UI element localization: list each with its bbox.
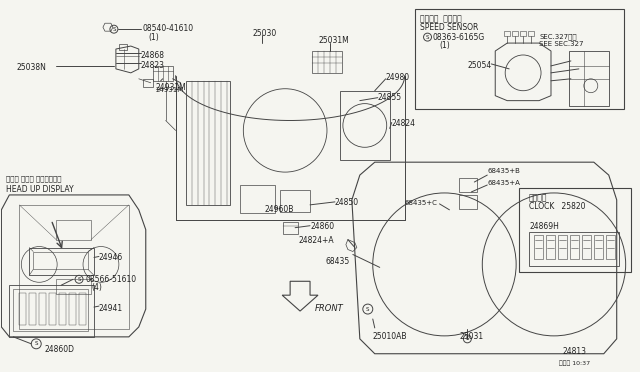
Bar <box>56 220 91 240</box>
Text: (4): (4) <box>91 283 102 292</box>
Bar <box>312 51 342 73</box>
Text: S: S <box>112 27 116 32</box>
Bar <box>569 51 609 106</box>
Bar <box>529 232 619 266</box>
Bar <box>19 205 129 329</box>
Text: 24823: 24823 <box>141 61 164 70</box>
Text: HEAD UP DISPLAY: HEAD UP DISPLAY <box>6 185 74 194</box>
Bar <box>39 293 46 325</box>
Bar <box>143 79 153 87</box>
Bar <box>534 235 543 259</box>
Text: 08566-51610: 08566-51610 <box>85 275 136 284</box>
Bar <box>13 289 88 331</box>
Bar <box>29 247 94 275</box>
Bar <box>10 285 94 337</box>
Text: 24860D: 24860D <box>44 345 74 354</box>
Bar <box>69 293 76 325</box>
Text: 24960B: 24960B <box>264 205 294 214</box>
Text: SPEED SENSOR: SPEED SENSOR <box>420 23 478 32</box>
Bar <box>340 91 390 160</box>
Text: S: S <box>366 307 369 312</box>
Bar <box>283 222 298 234</box>
Text: 25010AB: 25010AB <box>372 332 407 341</box>
Bar <box>56 279 91 294</box>
Text: (1): (1) <box>440 41 450 50</box>
Text: 24824+A: 24824+A <box>298 235 333 245</box>
Bar <box>460 178 477 192</box>
Text: SEE SEC.327: SEE SEC.327 <box>539 41 584 47</box>
Text: 68435+C: 68435+C <box>404 200 438 206</box>
Bar <box>570 235 579 259</box>
Text: 24941: 24941 <box>99 304 123 313</box>
Text: 24869H: 24869H <box>529 222 559 231</box>
Text: (1): (1) <box>148 33 159 42</box>
Bar <box>605 235 614 259</box>
Text: スピード  センサー: スピード センサー <box>420 14 461 23</box>
Text: 24860: 24860 <box>310 222 334 231</box>
Text: 24931M: 24931M <box>156 83 186 92</box>
Bar <box>504 31 510 36</box>
Text: 25030: 25030 <box>252 29 276 38</box>
Text: ブロック: ブロック <box>529 193 548 202</box>
Bar <box>520 31 526 36</box>
Text: 25031: 25031 <box>460 332 483 341</box>
Bar <box>558 235 567 259</box>
Text: SEC.327参照: SEC.327参照 <box>539 33 577 40</box>
Bar <box>460 195 477 209</box>
Text: S: S <box>35 341 38 346</box>
Bar <box>415 9 623 109</box>
Text: 25054: 25054 <box>467 61 492 70</box>
Text: 24980: 24980 <box>386 73 410 82</box>
Text: 24824: 24824 <box>392 119 416 128</box>
Bar <box>33 251 88 269</box>
Bar <box>29 293 36 325</box>
Bar <box>119 44 127 50</box>
Text: FRONT: FRONT <box>315 304 344 313</box>
Text: 24868: 24868 <box>141 51 164 60</box>
Text: 08540-41610: 08540-41610 <box>143 24 194 33</box>
Bar <box>512 31 518 36</box>
Bar <box>153 66 173 81</box>
Bar <box>594 235 603 259</box>
Bar <box>59 293 66 325</box>
Text: アピ８ 10:37: アピ８ 10:37 <box>559 361 590 366</box>
Bar <box>280 190 310 212</box>
Text: 25031M: 25031M <box>318 36 349 45</box>
Bar <box>546 235 555 259</box>
Bar <box>582 235 591 259</box>
Text: 24813: 24813 <box>563 347 587 356</box>
Bar <box>528 31 534 36</box>
Text: CLOCK   25820: CLOCK 25820 <box>529 202 586 211</box>
Text: 68435+B: 68435+B <box>487 168 520 174</box>
Bar <box>79 293 86 325</box>
Text: 08363-6165G: 08363-6165G <box>433 33 484 42</box>
Text: ヘッド アップ ディスプレー: ヘッド アップ ディスプレー <box>6 175 62 182</box>
Text: 68435+A: 68435+A <box>487 180 520 186</box>
Text: 24931M: 24931M <box>156 87 184 93</box>
Text: S: S <box>77 277 81 282</box>
Text: 24850: 24850 <box>335 198 359 207</box>
Text: 25038N: 25038N <box>17 63 46 72</box>
Bar <box>519 188 630 272</box>
Text: 24855: 24855 <box>378 93 402 102</box>
Text: 68435: 68435 <box>326 257 350 266</box>
Text: 24946: 24946 <box>99 253 124 263</box>
Text: S: S <box>426 35 429 40</box>
Bar <box>241 185 275 213</box>
Text: S: S <box>466 336 469 341</box>
Bar <box>49 293 56 325</box>
Bar <box>19 293 26 325</box>
Bar <box>186 81 230 205</box>
